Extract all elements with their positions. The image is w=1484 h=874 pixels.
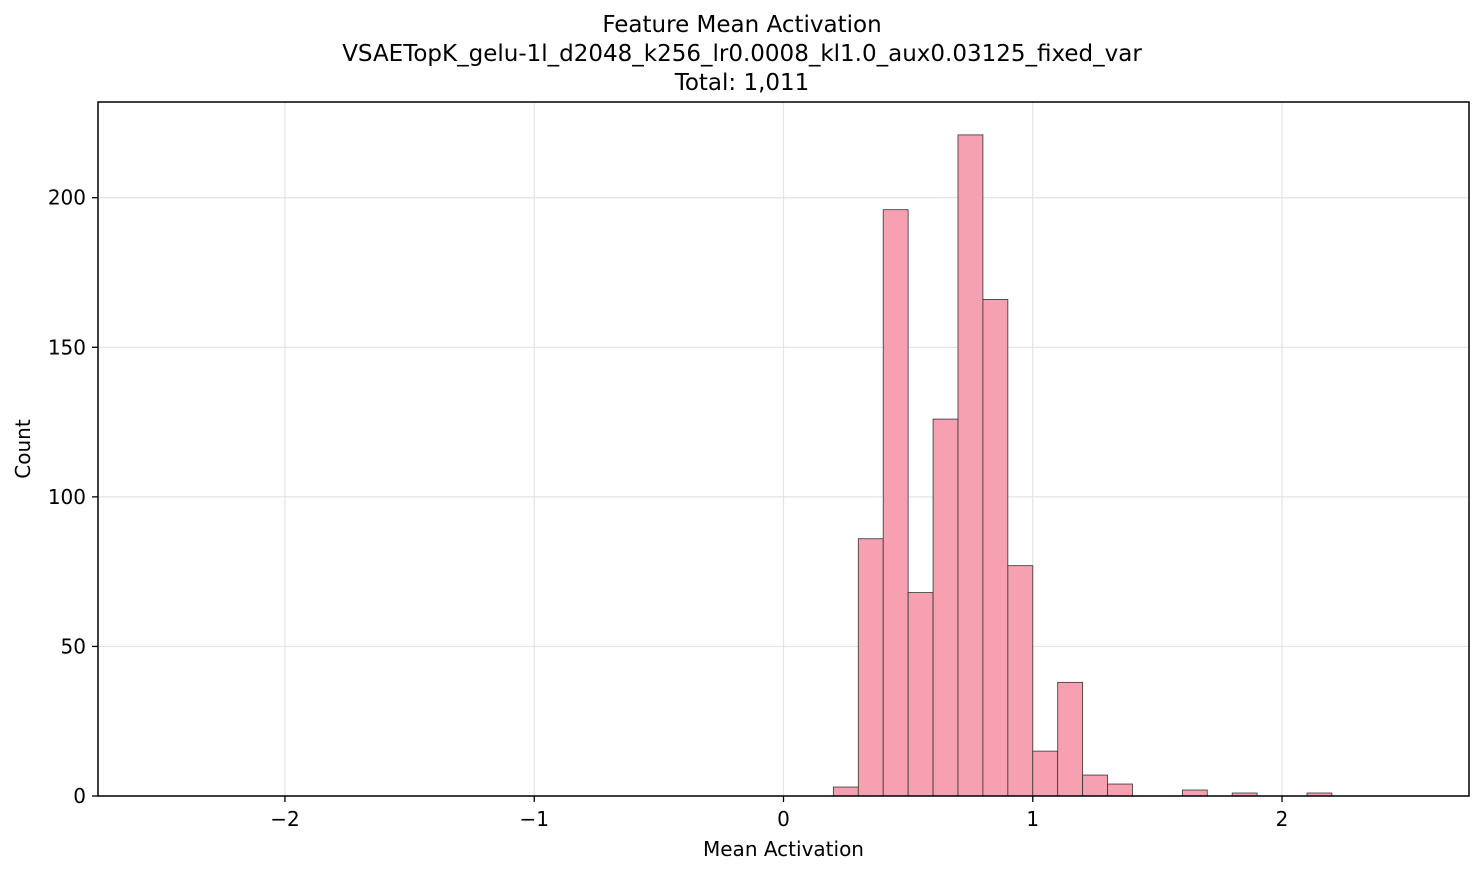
chart-title: Feature Mean Activation	[602, 12, 882, 38]
x-tick-label: 1	[1026, 807, 1039, 831]
grid-lines	[98, 102, 1469, 797]
histogram-bar	[1181, 789, 1208, 797]
x-tick-label: 0	[777, 807, 790, 831]
histogram-bar	[982, 299, 1009, 797]
histogram-bar	[1082, 774, 1108, 797]
y-tick-label: 200	[48, 186, 86, 210]
y-axis-ticks: 0 50 100 150 200	[48, 186, 98, 808]
histogram-bar	[957, 134, 984, 797]
histogram-bar	[1007, 565, 1034, 797]
x-tick-label: 2	[1276, 807, 1289, 831]
x-tick-label: −2	[270, 807, 299, 831]
chart-subtitle: VSAETopK_gelu-1l_d2048_k256_lr0.0008_kl1…	[342, 41, 1142, 67]
histogram-bar	[1057, 681, 1084, 797]
x-axis-label: Mean Activation	[703, 837, 864, 861]
histogram-bar	[882, 209, 909, 797]
x-axis-ticks: −2 −1 0 1 2	[270, 796, 1288, 831]
histogram-bars	[832, 134, 1333, 797]
histogram-bar	[1032, 750, 1059, 797]
histogram-bar	[1107, 783, 1133, 797]
histogram-bar	[857, 538, 884, 797]
y-tick-label: 150	[48, 335, 86, 359]
y-axis-label: Count	[11, 419, 35, 479]
y-tick-label: 0	[73, 784, 86, 808]
y-tick-label: 100	[48, 485, 86, 509]
histogram-bar	[907, 592, 934, 797]
histogram-bar	[932, 418, 959, 797]
chart-total-label: Total: 1,011	[674, 70, 810, 96]
x-tick-label: −1	[519, 807, 548, 831]
histogram-bar	[832, 786, 859, 797]
y-tick-label: 50	[61, 634, 86, 658]
